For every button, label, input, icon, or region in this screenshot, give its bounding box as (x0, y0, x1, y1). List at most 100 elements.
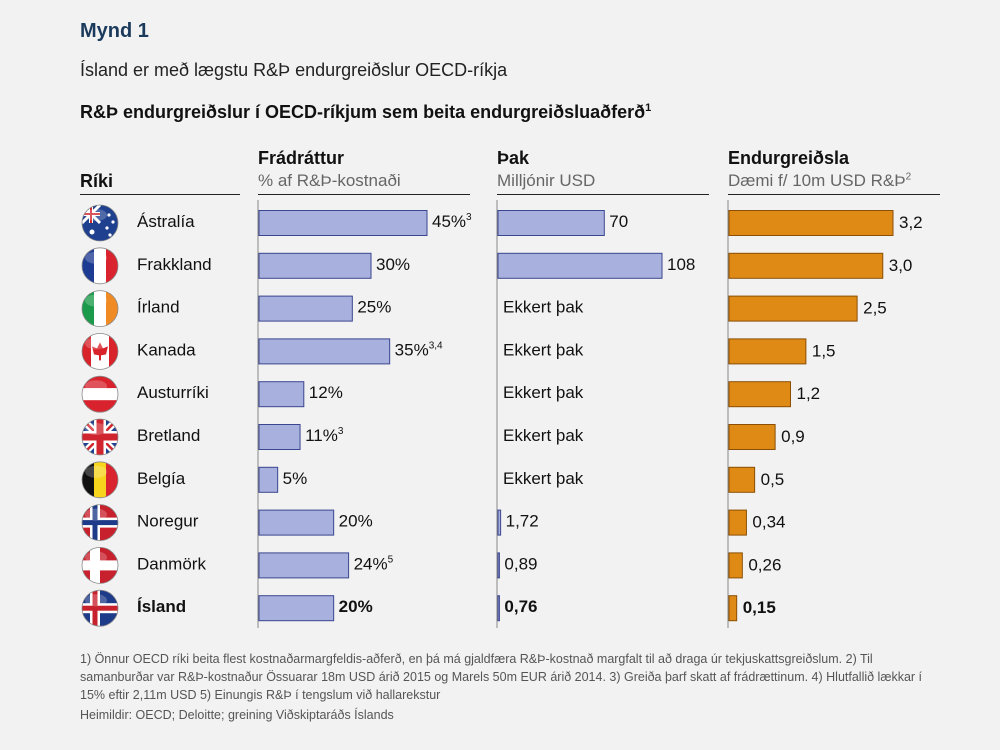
deduction-value-label: 45%3 (432, 212, 472, 232)
flag-gloss (85, 465, 107, 478)
uk-flag-icon-rim (81, 418, 119, 456)
cap-value-label: Ekkert þak (503, 469, 584, 488)
norway-flag-icon (82, 504, 118, 541)
flag-stripe (106, 247, 118, 284)
deduction-value-label: 20% (339, 512, 373, 531)
refund-column-subheader: Dæmi f/ 10m USD R&Þ2 (728, 171, 911, 191)
deduction-column-subheader: % af R&Þ-kostnaði (258, 171, 401, 190)
refund-bar (728, 466, 756, 493)
footnote: 1) Önnur OECD ríki beita flest kostnaðar… (80, 652, 923, 702)
flag-cross (82, 520, 118, 526)
refund-value-label: 2,5 (863, 299, 887, 318)
iceland-flag-icon-rim (81, 589, 119, 627)
figure-label: Mynd 1 (80, 20, 149, 42)
deduction-bar (258, 381, 305, 408)
flag-star (111, 220, 115, 224)
country-label: Írland (137, 298, 180, 317)
australia-flag-icon-rim (81, 204, 119, 242)
refund-subheader-text: Dæmi f/ 10m USD R&Þ (728, 171, 906, 190)
country-header-rule (80, 194, 240, 195)
figure-subtitle: Ísland er með lægstu R&Þ endurgreiðslur … (80, 60, 508, 80)
flag-star (107, 213, 111, 217)
country-label: Belgía (137, 469, 186, 488)
belgium-flag-icon-rim (81, 461, 119, 499)
deduction-header-rule (258, 194, 470, 195)
refund-value-label: 1,2 (797, 385, 821, 404)
deduction-value-label: 5% (283, 469, 308, 488)
flag-gloss (85, 251, 107, 264)
cap-bar (497, 552, 500, 579)
country-label: Ísland (137, 598, 186, 617)
country-label: Noregur (137, 512, 199, 531)
ireland-flag-icon (82, 290, 118, 327)
deduction-bar (258, 252, 372, 279)
cap-bar (497, 252, 663, 279)
refund-value-label: 1,5 (812, 342, 836, 361)
deduction-value-label: 30% (376, 255, 410, 274)
cap-value-label: Ekkert þak (503, 426, 584, 445)
flag-cross (82, 605, 118, 611)
refund-bar (728, 210, 894, 236)
france-flag-icon (82, 247, 118, 284)
chart-title: R&Þ endurgreiðslur í OECD-ríkjum sem bei… (80, 102, 651, 123)
flag-stripe (82, 461, 94, 498)
flag-cross (90, 547, 100, 584)
flag-gloss (85, 423, 107, 435)
source-note: Heimildir: OECD; Deloitte; greining Viðs… (80, 708, 394, 722)
flag-stripe (82, 400, 118, 413)
deduction-bar (258, 595, 335, 622)
deduction-bar (258, 509, 335, 536)
flag-band (109, 333, 118, 370)
flag-cross (92, 590, 98, 627)
flag-maple-leaf (92, 342, 108, 361)
refund-value-label: 0,26 (748, 556, 781, 575)
cap-value-label: 0,76 (504, 598, 537, 617)
flag-gloss (85, 594, 107, 607)
country-label: Kanada (137, 341, 196, 360)
deduction-bar (258, 210, 428, 236)
flag-stripe (82, 247, 94, 284)
canada-flag-icon-rim (81, 332, 119, 370)
flag-gloss (85, 380, 107, 393)
refund-value-label: 3,0 (889, 256, 913, 275)
cap-column-subheader: Milljónir USD (497, 171, 596, 190)
australia-flag-icon (82, 205, 118, 241)
deduction-bar (258, 424, 301, 450)
deduction-bar (258, 466, 279, 493)
canada-flag-icon (82, 333, 118, 370)
flag-stripe (94, 290, 106, 327)
norway-flag-icon-rim (81, 504, 119, 541)
country-label: Bretland (137, 426, 200, 445)
flag-stripe (94, 461, 106, 498)
flag-stripe (82, 376, 118, 389)
refund-bar (728, 252, 884, 279)
austria-flag-icon-rim (81, 375, 119, 413)
deduction-bar (258, 295, 353, 322)
deduction-value-label: 12% (309, 384, 343, 403)
cap-value-label: 108 (667, 255, 695, 274)
cap-value-label: Ekkert þak (503, 298, 584, 317)
deduction-column-header: Frádráttur (258, 148, 345, 168)
refund-value-label: 0,9 (781, 427, 805, 446)
country-column-header: Ríki (80, 171, 114, 191)
deduction-value-label: 20% (339, 598, 373, 617)
deduction-bar (258, 552, 350, 579)
cap-value-label: Ekkert þak (503, 341, 584, 360)
flag-gloss (85, 337, 107, 350)
country-label: Danmörk (137, 555, 206, 574)
ireland-flag-icon-rim (81, 290, 119, 328)
cap-bar (497, 595, 500, 622)
flag-band (82, 333, 91, 370)
refund-value-label: 3,2 (899, 213, 923, 232)
austria-flag-icon (82, 376, 118, 413)
refund-subheader-footnote-mark: 2 (905, 171, 912, 183)
refund-bar (728, 424, 776, 450)
flag-stripe (82, 388, 118, 401)
cap-bar (497, 509, 502, 536)
cap-value-label: Ekkert þak (503, 384, 584, 403)
flag-stripe (82, 290, 94, 327)
flag-star (105, 226, 109, 230)
cap-value-label: 0,89 (504, 555, 537, 574)
country-label: Ástralía (137, 212, 195, 231)
